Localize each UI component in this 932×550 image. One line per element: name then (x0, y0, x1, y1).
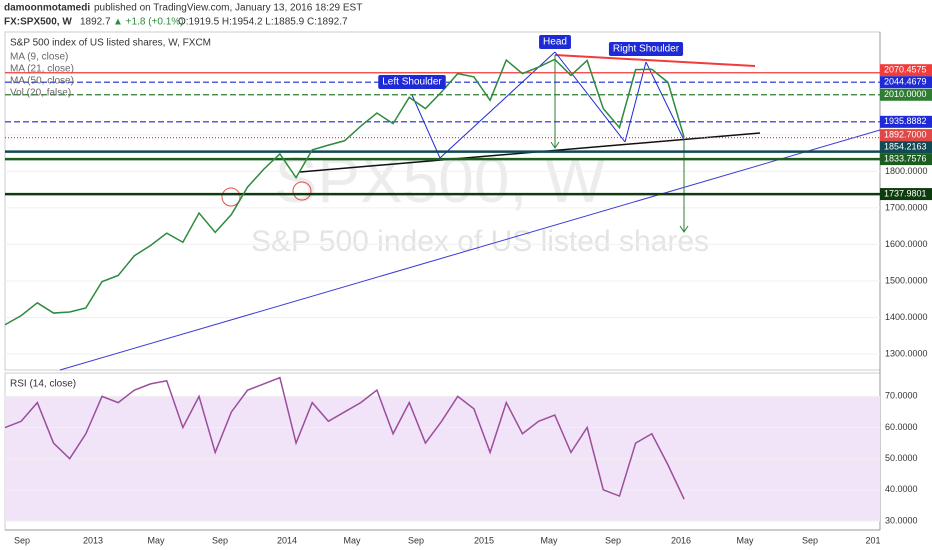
x-tick-label: May (147, 535, 165, 545)
marker-circle (221, 187, 241, 207)
level-label: 2070.4575 (884, 65, 927, 75)
y-tick-label: 50.0000 (885, 453, 918, 463)
x-tick-label: 201 (865, 535, 880, 545)
ohlc: O:1919.5 H:1954.2 L:1885.9 C:1892.7 (178, 17, 348, 28)
level-label-box (880, 64, 932, 77)
pattern-label: Left Shoulder (382, 77, 442, 88)
pattern-label-box (378, 75, 446, 89)
y-tick-label: 60.0000 (885, 422, 918, 432)
trend-line (554, 51, 626, 143)
level-label: 2044.4679 (884, 77, 927, 87)
level-label: 1737.9801 (884, 188, 927, 198)
x-tick-label: May (540, 535, 558, 545)
trend-line (411, 94, 441, 159)
trend-line (439, 51, 556, 159)
pattern-label-box (608, 42, 684, 56)
level-label-box (880, 153, 932, 166)
y-tick-label: 1800.0000 (885, 166, 928, 176)
level-label: 2010.0000 (884, 89, 927, 99)
x-tick-label: 2016 (671, 535, 691, 545)
level-label: 1892.7000 (884, 129, 927, 139)
x-tick-label: May (343, 535, 361, 545)
level-label-box (880, 76, 932, 89)
y-tick-label: 40.0000 (885, 484, 918, 494)
chart-title: S&P 500 index of US listed shares, W, FX… (10, 38, 211, 49)
x-tick-label: Sep (802, 535, 818, 545)
y-tick-label: 1500.0000 (885, 275, 928, 285)
level-label-box (880, 129, 932, 142)
y-tick-label: 1300.0000 (885, 348, 928, 358)
level-label-box (880, 141, 932, 154)
marker-circle (292, 181, 312, 201)
pattern-label-box (539, 35, 571, 49)
arrow-head (550, 141, 560, 149)
x-tick-label: Sep (605, 535, 621, 545)
level-label-box (880, 88, 932, 101)
price-line (4, 58, 685, 326)
level-label: 1854.2163 (884, 141, 927, 151)
x-tick-label: Sep (14, 535, 30, 545)
x-tick-label: 2015 (474, 535, 494, 545)
level-label-box (880, 188, 932, 201)
symbol: FX:SPX500, W (4, 17, 72, 28)
trend-line (624, 61, 647, 143)
x-tick-label: 2013 (83, 535, 103, 545)
level-label-box (880, 115, 932, 128)
indicator-label: Vol (20, false) (10, 88, 71, 99)
y-tick-label: 1700.0000 (885, 202, 928, 212)
level-label: 1833.7576 (884, 153, 927, 163)
x-tick-label: May (736, 535, 754, 545)
x-tick-label: Sep (408, 535, 424, 545)
indicator-label: MA (9, close) (10, 52, 68, 63)
published: published on TradingView.com, January 13… (94, 3, 362, 14)
rsi-title: RSI (14, close) (10, 379, 76, 390)
x-tick-label: Sep (212, 535, 228, 545)
watermark: SPX500, W (275, 144, 606, 216)
level-label: 1935.8882 (884, 116, 927, 126)
watermark-subtitle: S&P 500 index of US listed shares (251, 225, 709, 258)
y-tick-label: 70.0000 (885, 391, 918, 401)
y-tick-label: 1400.0000 (885, 312, 928, 322)
trend-line (59, 129, 881, 371)
pattern-label: Head (543, 37, 567, 48)
y-tick-label: 1600.0000 (885, 239, 928, 249)
pattern-label: Right Shoulder (613, 44, 680, 55)
author: damoonmotamedi (4, 3, 90, 14)
change: ▲ +1.8 (+0.1%) (113, 17, 184, 28)
last-price: 1892.7 (80, 17, 111, 28)
trend-line (554, 54, 756, 67)
trend-line (645, 61, 685, 141)
y-tick-label: 30.0000 (885, 515, 918, 525)
arrow-head (679, 225, 689, 233)
x-tick-label: 2014 (277, 535, 297, 545)
indicator-label: MA (50, close) (10, 76, 74, 87)
indicator-label: MA (21, close) (10, 64, 74, 75)
rsi-line (4, 376, 685, 500)
